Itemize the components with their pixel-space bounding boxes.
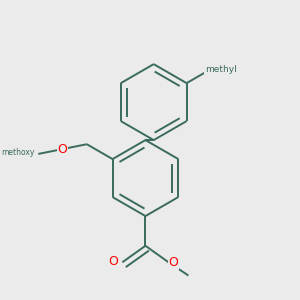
Text: methoxy: methoxy xyxy=(2,148,35,157)
Text: methyl: methyl xyxy=(205,64,236,74)
Text: O: O xyxy=(169,256,178,269)
Text: O: O xyxy=(108,255,118,268)
Text: O: O xyxy=(58,142,68,156)
